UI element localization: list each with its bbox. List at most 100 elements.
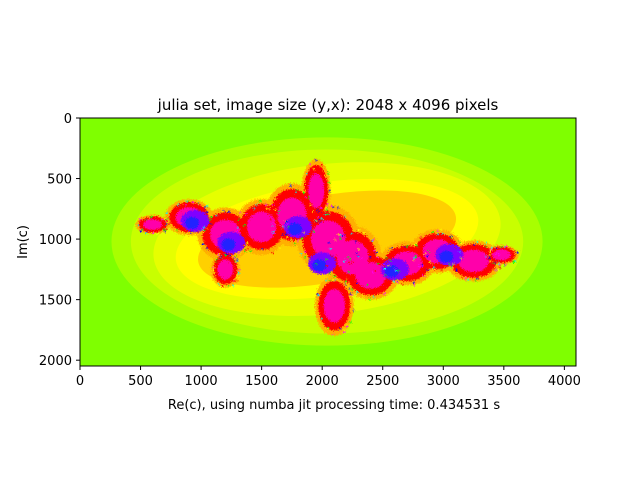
spiral-center bbox=[287, 222, 302, 235]
fractal-edge-pixel bbox=[244, 249, 247, 252]
fractal-edge-pixel bbox=[261, 248, 264, 250]
fractal-edge-pixel bbox=[422, 274, 425, 277]
fractal-edge-pixel bbox=[325, 175, 327, 177]
fractal-edge-pixel bbox=[156, 215, 158, 218]
fractal-edge-pixel bbox=[436, 233, 439, 235]
fractal-edge-pixel bbox=[459, 256, 462, 259]
y-tick-label: 500 bbox=[47, 173, 72, 188]
fractal-edge-pixel bbox=[348, 286, 351, 288]
fractal-edge-pixel bbox=[371, 240, 373, 242]
fractal-edge-pixel bbox=[349, 292, 352, 295]
fractal-edge-pixel bbox=[352, 260, 355, 263]
fractal-edge-pixel bbox=[165, 223, 167, 225]
fractal-edge-pixel bbox=[351, 260, 353, 263]
fractal-edge-pixel bbox=[333, 239, 336, 241]
fractal-edge-pixel bbox=[167, 223, 170, 226]
fractal-edge-pixel bbox=[316, 209, 319, 212]
fractal-edge-pixel bbox=[373, 296, 375, 298]
fractal-edge-pixel bbox=[217, 283, 220, 286]
fractal-edge-pixel bbox=[287, 226, 290, 228]
fractal-edge-pixel bbox=[346, 325, 349, 328]
fractal-edge-pixel bbox=[318, 211, 320, 214]
fractal-edge-pixel bbox=[253, 207, 256, 210]
fractal-edge-pixel bbox=[210, 222, 213, 225]
fractal-edge-pixel bbox=[347, 280, 350, 283]
fractal-edge-pixel bbox=[315, 263, 317, 266]
fractal-edge-pixel bbox=[514, 260, 517, 262]
fractal-edge-pixel bbox=[153, 232, 156, 234]
fractal-edge-pixel bbox=[157, 233, 159, 235]
fractal-edge-pixel bbox=[227, 285, 230, 287]
fractal-edge-pixel bbox=[285, 236, 288, 238]
fractal-edge-pixel bbox=[237, 226, 239, 229]
fractal-edge-pixel bbox=[166, 212, 168, 214]
fractal-edge-pixel bbox=[315, 159, 317, 162]
fractal-edge-pixel bbox=[247, 247, 249, 250]
fractal-edge-pixel bbox=[201, 227, 204, 229]
fractal-edge-pixel bbox=[205, 247, 208, 250]
fractal-edge-pixel bbox=[383, 265, 386, 267]
fractal-edge-pixel bbox=[219, 215, 221, 217]
fractal-edge-pixel bbox=[474, 279, 477, 282]
fractal-edge-pixel bbox=[345, 280, 347, 283]
fractal-edge-pixel bbox=[371, 271, 374, 273]
fractal-edge-pixel bbox=[215, 259, 217, 262]
fractal-edge-pixel bbox=[329, 190, 331, 192]
fractal-edge-pixel bbox=[312, 230, 315, 233]
fractal-edge-pixel bbox=[413, 257, 415, 260]
fractal-edge-pixel bbox=[413, 284, 416, 286]
fractal-edge-pixel bbox=[337, 206, 339, 209]
fractal-edge-pixel bbox=[363, 232, 365, 235]
fractal-edge-pixel bbox=[361, 257, 363, 260]
fractal-edge-pixel bbox=[425, 269, 428, 271]
fractal-edge-pixel bbox=[357, 256, 360, 258]
fractal-edge-pixel bbox=[344, 216, 346, 218]
fractal-edge-pixel bbox=[339, 233, 342, 236]
fractal-edge-pixel bbox=[197, 231, 199, 234]
fractal-edge-pixel bbox=[234, 280, 236, 283]
fractal-edge-pixel bbox=[513, 261, 516, 263]
fractal-edge-pixel bbox=[145, 218, 148, 221]
fractal-edge-pixel bbox=[350, 262, 352, 265]
fractal-edge-pixel bbox=[418, 265, 421, 267]
fractal-edge-pixel bbox=[302, 192, 305, 194]
spiral-center bbox=[312, 259, 327, 272]
fractal-edge-pixel bbox=[421, 265, 424, 268]
spiral-center bbox=[185, 216, 200, 229]
fractal-edge-pixel bbox=[213, 271, 216, 273]
fractal-edge-pixel bbox=[316, 220, 319, 223]
fractal-edge-pixel bbox=[339, 237, 341, 240]
fractal-edge-pixel bbox=[249, 250, 252, 253]
fractal-edge-pixel bbox=[192, 201, 194, 204]
fractal-edge-pixel bbox=[238, 269, 241, 271]
fractal-edge-pixel bbox=[488, 258, 491, 261]
fractal-edge-pixel bbox=[297, 239, 300, 241]
fractal-edge-pixel bbox=[433, 262, 435, 264]
fractal-edge-pixel bbox=[285, 223, 288, 226]
fractal-edge-pixel bbox=[459, 251, 461, 254]
fractal-edge-pixel bbox=[326, 203, 329, 206]
fractal-edge-pixel bbox=[458, 240, 461, 243]
y-axis: 0 500 1000 1500 2000 bbox=[39, 112, 80, 369]
fractal-edge-pixel bbox=[452, 263, 455, 265]
fractal-edge-pixel bbox=[164, 231, 167, 233]
fractal-edge-pixel bbox=[358, 296, 360, 299]
fractal-edge-pixel bbox=[236, 260, 238, 263]
fractal-edge-pixel bbox=[163, 228, 165, 231]
fractal-edge-pixel bbox=[349, 258, 352, 260]
fractal-edge-pixel bbox=[492, 262, 495, 265]
fractal-edge-pixel bbox=[401, 283, 404, 286]
fractal-edge-pixel bbox=[330, 279, 332, 282]
fractal-edge-pixel bbox=[489, 249, 492, 252]
fractal-edge-pixel bbox=[349, 321, 352, 324]
fractal-edge-pixel bbox=[330, 205, 333, 208]
fractal-edge-pixel bbox=[375, 251, 378, 254]
chart-title: julia set, image size (y,x): 2048 x 4096… bbox=[157, 96, 499, 114]
fractal-lobe-magenta bbox=[143, 219, 162, 230]
fractal-edge-pixel bbox=[316, 293, 319, 296]
fractal-edge-pixel bbox=[388, 264, 391, 267]
fractal-edge-pixel bbox=[235, 275, 238, 277]
fractal-edge-pixel bbox=[332, 205, 335, 208]
fractal-edge-pixel bbox=[236, 280, 238, 283]
fractal-edge-pixel bbox=[301, 237, 303, 239]
